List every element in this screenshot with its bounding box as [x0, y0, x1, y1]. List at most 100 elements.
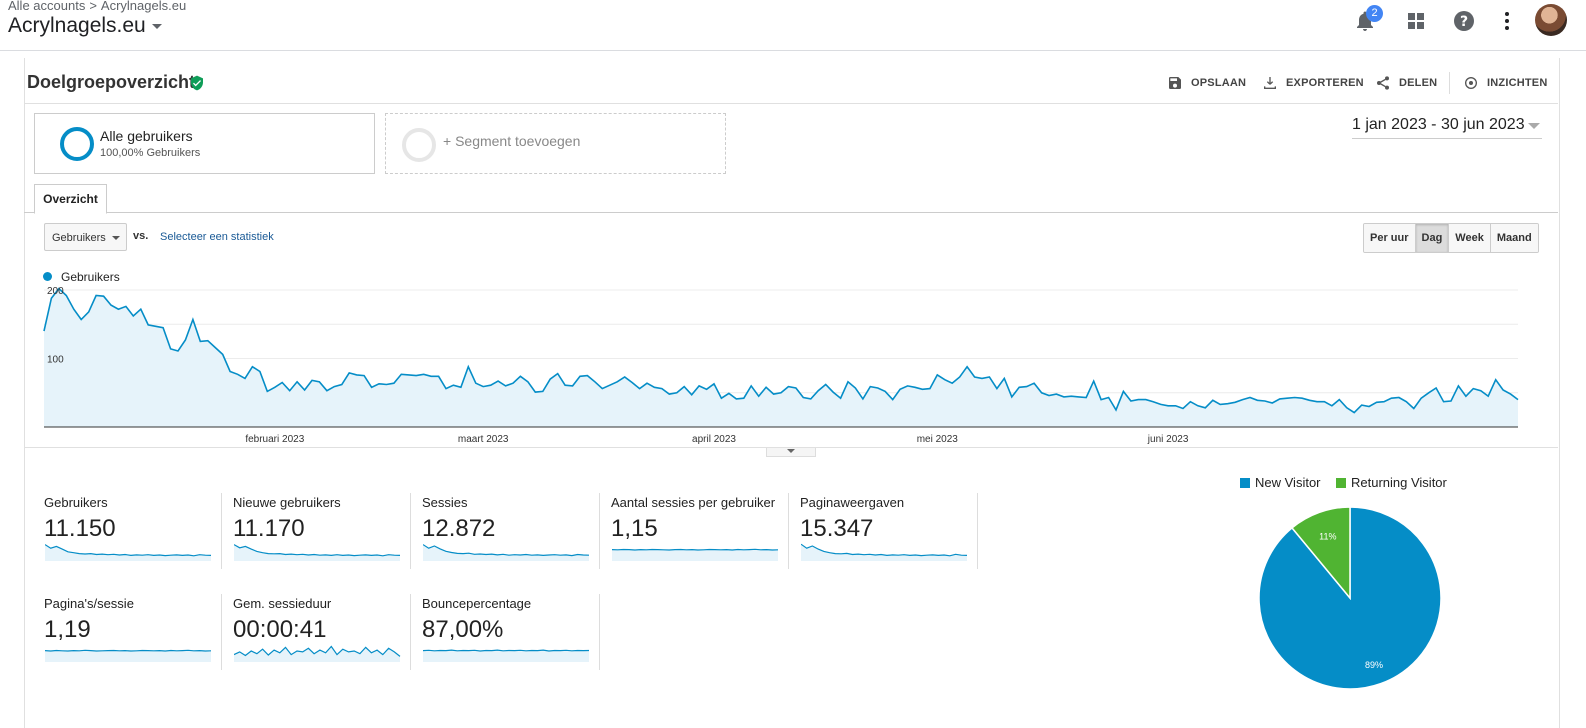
y-tick-label: 200: [47, 286, 64, 297]
divider: [221, 493, 222, 569]
chevron-right-icon: >: [89, 0, 97, 13]
x-tick-label: februari 2023: [245, 434, 304, 445]
scorecard-sparkline: [423, 544, 590, 561]
scorecard[interactable]: Gem. sessieduur 00:00:41: [233, 596, 422, 671]
visitor-pie-chart: 89% 11%: [1258, 506, 1442, 690]
sparkline-area: [801, 544, 967, 561]
users-line-chart: 200 100 februari 2023 maart 2023 april 2023 m…: [43, 286, 1519, 445]
divider: [977, 493, 978, 569]
divider: [221, 594, 222, 670]
pie-legend-returning-label: Returning Visitor: [1351, 475, 1447, 490]
pie-legend-new-label: New Visitor: [1255, 475, 1321, 490]
series-line: [43, 287, 1519, 414]
caret-down-icon: [1528, 123, 1540, 129]
granularity-week[interactable]: Week: [1448, 224, 1490, 252]
sparkline-area: [612, 549, 778, 561]
sparkline-area: [423, 544, 589, 561]
divider: [599, 594, 600, 670]
scorecard-value: 1,19: [44, 616, 91, 643]
account-name: Acrylnagels.eu: [8, 14, 146, 37]
granularity-day[interactable]: Dag: [1414, 224, 1449, 252]
scorecard-name: Nieuwe gebruikers: [233, 495, 341, 510]
segment-all-users[interactable]: Alle gebruikers 100,00% Gebruikers: [34, 113, 375, 174]
x-tick-label: juni 2023: [1147, 434, 1189, 445]
download-icon: [1264, 77, 1276, 89]
metric-dropdown-label: Gebruikers: [52, 232, 106, 244]
granularity-hour[interactable]: Per uur: [1364, 224, 1415, 252]
scorecard[interactable]: Gebruikers 11.150: [44, 495, 233, 570]
divider: [24, 212, 1558, 213]
page-title: Doelgroepoverzicht: [27, 72, 196, 92]
tab-overzicht[interactable]: Overzicht: [34, 184, 107, 214]
sparkline-area: [423, 650, 589, 662]
scorecard[interactable]: Pagina's/sessie 1,19: [44, 596, 233, 671]
scorecard[interactable]: Bouncepercentage 87,00%: [422, 596, 611, 671]
scorecard-name: Aantal sessies per gebruiker: [611, 495, 776, 510]
verified-shield-icon: [191, 75, 203, 91]
save-icon: [1169, 77, 1181, 89]
help-icon[interactable]: ?: [1452, 9, 1476, 33]
granularity-month[interactable]: Maand: [1489, 224, 1538, 252]
export-label: EXPORTEREN: [1286, 77, 1364, 89]
series-area: [44, 288, 1518, 427]
scorecard-value: 15.347: [800, 515, 874, 542]
breadcrumb-all-accounts[interactable]: Alle accounts: [8, 0, 86, 13]
scorecard[interactable]: Sessies 12.872: [422, 495, 611, 570]
scorecard-sparkline: [45, 649, 212, 662]
scorecard-name: Pagina's/sessie: [44, 596, 134, 611]
legend-swatch: [1240, 477, 1250, 488]
collapse-chart-toggle[interactable]: [766, 447, 816, 457]
legend-swatch: [1336, 477, 1346, 488]
metric-dropdown[interactable]: Gebruikers: [44, 223, 127, 251]
export-button[interactable]: EXPORTEREN: [1262, 75, 1364, 91]
divider: [410, 493, 411, 569]
pie-slice-label: 89%: [1365, 660, 1383, 670]
share-button[interactable]: DELEN: [1375, 75, 1437, 91]
account-selector[interactable]: Acrylnagels.eu: [8, 14, 162, 38]
scorecard-value: 00:00:41: [233, 616, 327, 643]
sparkline-line: [423, 649, 590, 652]
legend-label: Gebruikers: [61, 270, 120, 284]
notification-badge: 2: [1366, 5, 1383, 22]
svg-text:?: ?: [1460, 14, 1468, 30]
scorecard-value: 87,00%: [422, 616, 504, 643]
granularity-toggle: Per uur Dag Week Maand: [1363, 223, 1539, 253]
x-tick-label: april 2023: [692, 434, 736, 445]
x-tick-label: mei 2023: [917, 434, 959, 445]
avatar[interactable]: [1535, 4, 1567, 36]
select-statistic-link[interactable]: Selecteer een statistiek: [160, 231, 274, 243]
legend-swatch: [43, 272, 52, 281]
sparkline-area: [45, 650, 211, 662]
insights-label: INZICHTEN: [1487, 77, 1548, 89]
apps-grid-icon[interactable]: [1404, 9, 1428, 33]
sparkline-area: [45, 544, 211, 561]
pie-slice[interactable]: [1258, 506, 1442, 690]
scorecard-value: 12.872: [422, 515, 496, 542]
divider: [1449, 72, 1450, 94]
save-button[interactable]: OPSLAAN: [1167, 75, 1246, 91]
sparkline-line: [612, 548, 779, 551]
date-range-picker[interactable]: 1 jan 2023 - 30 jun 2023: [1352, 116, 1542, 139]
segment-ring-icon: [60, 127, 94, 161]
sparkline-line: [45, 649, 212, 652]
add-segment-button[interactable]: + Segment toevoegen: [385, 113, 726, 174]
share-icon: [1377, 76, 1389, 90]
y-tick-label: 100: [47, 355, 64, 366]
caret-down-icon: [151, 23, 162, 29]
more-vert-icon[interactable]: [1495, 9, 1519, 33]
pie-legend-returning: Returning Visitor: [1336, 475, 1447, 490]
scorecard[interactable]: Nieuwe gebruikers 11.170: [233, 495, 422, 570]
pie-slice[interactable]: [1290, 506, 1351, 601]
insights-button[interactable]: INZICHTEN: [1463, 75, 1547, 91]
scorecard[interactable]: Paginaweergaven 15.347: [800, 495, 989, 570]
content-frame: [24, 58, 1560, 728]
scorecard-name: Paginaweergaven: [800, 495, 905, 510]
save-label: OPSLAAN: [1191, 77, 1247, 89]
scorecard[interactable]: Aantal sessies per gebruiker 1,15: [611, 495, 800, 570]
segment-ring-icon: [402, 128, 436, 162]
caret-down-icon: [112, 236, 120, 240]
scorecard-value: 11.170: [233, 515, 305, 542]
breadcrumb-account[interactable]: Acrylnagels.eu: [100, 0, 187, 13]
sparkline-line: [45, 544, 212, 557]
vs-label: vs.: [133, 230, 149, 242]
